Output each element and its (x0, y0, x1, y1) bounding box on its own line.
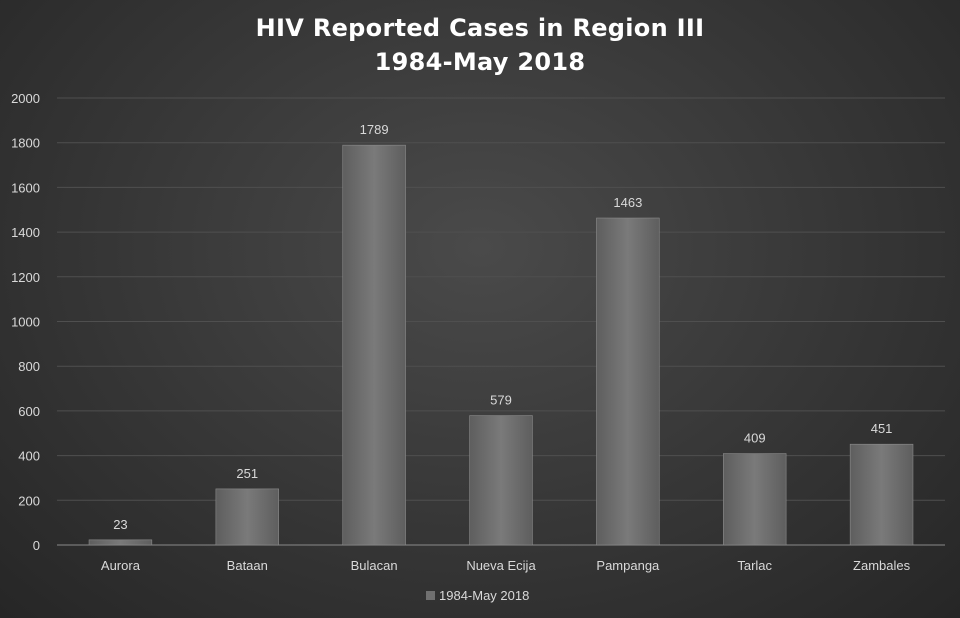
y-tick-label: 0 (33, 538, 40, 553)
bar (469, 415, 533, 546)
x-tick-label: Nueva Ecija (466, 558, 536, 573)
bar (88, 539, 153, 546)
data-label: 23 (113, 517, 127, 532)
bar (596, 217, 660, 546)
data-label: 451 (871, 421, 893, 436)
y-tick-label: 1600 (11, 180, 40, 195)
legend-swatch (426, 591, 435, 600)
y-tick-label: 1800 (11, 136, 40, 151)
x-tick-label: Tarlac (737, 558, 772, 573)
data-label: 251 (236, 466, 258, 481)
data-label: 1789 (360, 122, 389, 137)
y-tick-label: 1400 (11, 225, 40, 240)
x-tick-label: Bulacan (351, 558, 398, 573)
y-tick-label: 600 (18, 404, 40, 419)
x-tick-label: Bataan (227, 558, 268, 573)
bar (723, 453, 787, 546)
data-label: 579 (490, 393, 512, 408)
y-tick-label: 800 (18, 359, 40, 374)
data-label: 1463 (613, 195, 642, 210)
bars (88, 144, 914, 546)
chart-subtitle: 1984-May 2018 (374, 48, 586, 76)
y-axis-ticks: 0 200 400 600 800 1000 1200 1400 1600 1800 2000 (11, 91, 40, 553)
x-tick-label: Aurora (101, 558, 141, 573)
gridlines (57, 97, 945, 546)
x-axis-ticks: Aurora Bataan Bulacan Nueva Ecija Pampanga Ta… (101, 558, 911, 573)
y-tick-label: 200 (18, 493, 40, 508)
legend-label: 1984-May 2018 (439, 588, 529, 603)
data-labels: 23 251 1789 579 1463 409 451 (113, 122, 892, 532)
chart-title: HIV Reported Cases in Region III (255, 14, 705, 42)
y-tick-label: 400 (18, 449, 40, 464)
y-tick-label: 1000 (11, 315, 40, 330)
data-label: 409 (744, 431, 766, 446)
bar (215, 488, 279, 546)
bar (342, 144, 406, 546)
bar (849, 443, 914, 546)
y-tick-label: 2000 (11, 91, 40, 106)
x-tick-label: Zambales (853, 558, 911, 573)
x-tick-label: Pampanga (596, 558, 660, 573)
y-tick-label: 1200 (11, 270, 40, 285)
legend: 1984-May 2018 (426, 588, 529, 603)
